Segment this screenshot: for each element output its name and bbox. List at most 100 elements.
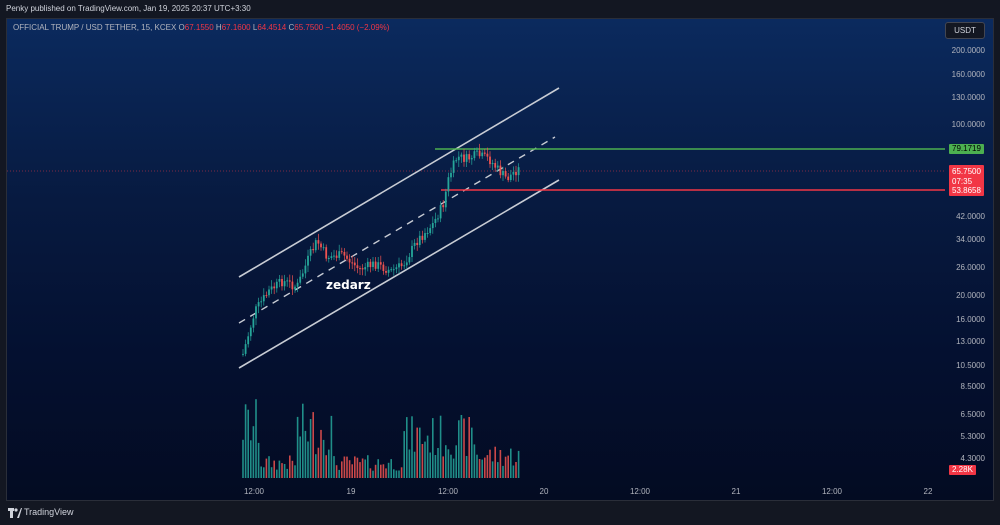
volume-bar <box>252 426 255 478</box>
price-tick: 26.0000 <box>956 263 985 272</box>
volume-bar <box>403 431 405 478</box>
candle-body <box>364 267 367 270</box>
price-tick: 16.0000 <box>956 315 985 324</box>
volume-bar <box>398 470 400 478</box>
volume-bar <box>473 444 476 478</box>
volume-bar <box>286 468 288 478</box>
volume-bar <box>291 460 294 478</box>
volume-bar <box>406 417 408 478</box>
candle-body <box>369 261 372 268</box>
volume-bar <box>502 465 504 478</box>
currency-button[interactable]: USDT <box>945 22 985 39</box>
candle-body <box>335 255 338 258</box>
candle-body <box>281 279 283 287</box>
price-tick: 20.0000 <box>956 291 985 300</box>
candle-body <box>249 327 252 337</box>
candle-body <box>372 261 374 267</box>
candle-body <box>361 268 364 270</box>
channel-mid-line[interactable] <box>238 136 556 324</box>
channel-lower-line[interactable] <box>238 179 560 369</box>
candle-body <box>421 235 424 240</box>
candle-body <box>450 172 452 178</box>
candle-body <box>476 150 478 152</box>
candle-body <box>351 262 354 264</box>
volume-bar <box>419 427 421 478</box>
price-tick: 130.0000 <box>951 93 985 102</box>
candle-body <box>429 228 432 233</box>
price-tick: 200.0000 <box>951 46 985 55</box>
time-axis[interactable]: 12:00 19 12:00 20 12:00 21 12:00 22 <box>7 487 945 500</box>
volume-bar <box>299 436 301 478</box>
price-tick: 160.0000 <box>951 70 985 79</box>
candle-body <box>439 205 442 219</box>
volume-bar <box>382 464 385 478</box>
candle-body <box>512 171 515 175</box>
candle-body <box>374 261 377 269</box>
volume-bar <box>247 409 249 478</box>
volume-bar <box>359 462 361 478</box>
last-price-tag: 65.7500 07:35 <box>949 165 984 189</box>
candle-body <box>515 171 517 176</box>
volume-bar <box>369 468 372 478</box>
volume-bar <box>312 412 314 478</box>
candle-body <box>385 271 387 273</box>
time-tick: 19 <box>346 487 356 496</box>
volume-bar <box>244 404 247 478</box>
time-tick: 20 <box>539 487 549 496</box>
low-value: 64.4514 <box>257 23 287 32</box>
volume-bar <box>325 455 327 478</box>
volume-bar <box>507 455 509 478</box>
volume-bar <box>309 419 312 478</box>
volume-bar <box>322 439 325 478</box>
volume-bar <box>460 415 463 478</box>
candle-body <box>463 154 465 162</box>
candle-body <box>478 150 481 157</box>
resistance-price-tag: 79.1719 <box>949 144 984 154</box>
volume-bar <box>411 416 413 478</box>
volume-bar <box>510 448 512 478</box>
volume-bar <box>377 459 379 478</box>
volume-bar <box>335 465 338 478</box>
volume-bar <box>489 449 491 478</box>
volume-bar <box>387 462 390 478</box>
price-tick: 34.0000 <box>956 235 985 244</box>
volume-bar <box>273 460 275 478</box>
volume-bar <box>260 466 262 478</box>
close-value: 65.7500 <box>294 23 324 32</box>
candle-body <box>442 205 445 208</box>
chart-pane[interactable]: OFFICIAL TRUMP / USD TETHER, 15, KCEX O6… <box>6 18 994 501</box>
chart-canvas[interactable] <box>7 19 945 501</box>
candle-body <box>304 265 307 274</box>
volume-bar <box>432 418 434 478</box>
candle-body <box>517 167 520 176</box>
candle-body <box>468 154 471 160</box>
channel-upper-line[interactable] <box>238 87 560 278</box>
volume-bar <box>515 462 517 478</box>
time-tick: 12:00 <box>629 487 651 496</box>
volume-bar <box>408 449 411 478</box>
volume-series <box>242 399 520 478</box>
candle-body <box>424 233 426 240</box>
candle-body <box>244 344 247 354</box>
price-tick: 5.3000 <box>960 432 985 441</box>
publisher-text: Penky published on TradingView.com, Jan … <box>6 4 251 13</box>
price-axis[interactable]: 200.0000 160.0000 130.0000 100.0000 42.0… <box>945 19 993 500</box>
volume-bar <box>374 464 377 478</box>
candle-body <box>465 154 468 162</box>
candle-body <box>327 258 330 259</box>
candle-body <box>346 255 348 259</box>
price-tick: 8.5000 <box>960 382 985 391</box>
candle-body <box>434 218 437 223</box>
volume-bar <box>452 458 455 478</box>
volume-bar <box>494 446 496 478</box>
candle-body <box>288 280 291 282</box>
candle-body <box>387 269 390 273</box>
candle-body <box>359 268 361 270</box>
candle-body <box>262 295 265 302</box>
volume-bar <box>242 439 244 478</box>
candle-body <box>460 154 463 157</box>
volume-value-tag: 2.28K <box>949 465 976 475</box>
volume-bar <box>356 457 359 478</box>
volume-bar <box>497 462 499 478</box>
volume-bar <box>341 461 343 478</box>
